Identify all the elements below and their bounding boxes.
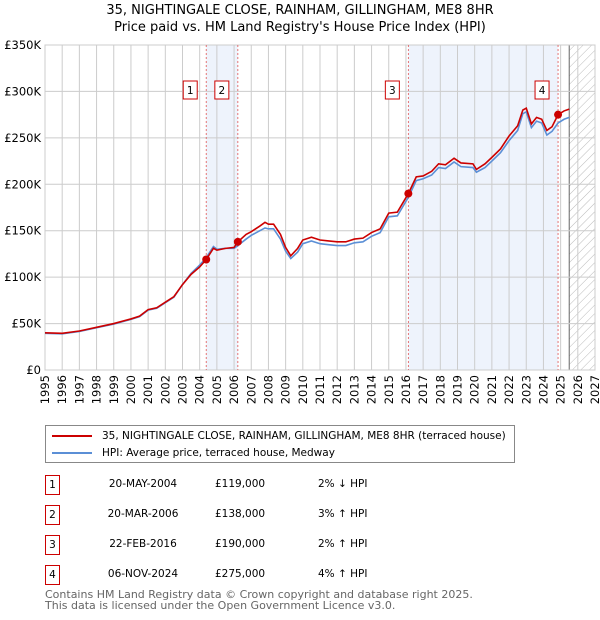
y-tick-label: £200K: [4, 177, 41, 191]
sale-number: 1: [45, 475, 60, 495]
x-tick-label: 2015: [382, 375, 396, 404]
sale-price: £190,000: [215, 538, 266, 550]
legend-label: 35, NIGHTINGALE CLOSE, RAINHAM, GILLINGH…: [102, 430, 506, 442]
x-tick-label: 2027: [588, 375, 600, 404]
x-tick-label: 2016: [399, 375, 413, 404]
x-tick-label: 2003: [176, 375, 190, 404]
x-tick-label: 2008: [261, 375, 275, 404]
sale-row: 3 22-FEB-2016 £190,000 2% ↑ HPI: [45, 535, 545, 555]
sale-hpi-diff: 2% ↑ HPI: [318, 538, 368, 550]
sale-label-box: [534, 80, 550, 100]
sale-row: 4 06-NOV-2024 £275,000 4% ↑ HPI: [45, 565, 545, 585]
x-tick-label: 2026: [571, 375, 585, 404]
sale-price: £119,000: [215, 478, 266, 490]
y-tick-label: £150K: [4, 224, 41, 238]
footer-line: This data is licensed under the Open Gov…: [45, 599, 396, 612]
plot-border: [44, 44, 596, 371]
x-tick-label: 2001: [141, 375, 155, 404]
chart-subtitle: Price paid vs. HM Land Registry's House …: [114, 20, 486, 35]
blue-line-swatch: [52, 452, 92, 454]
x-tick-label: 2023: [519, 375, 533, 404]
sale-number: 3: [45, 535, 60, 555]
x-tick-label: 1999: [107, 375, 121, 404]
x-tick-label: 2002: [158, 375, 172, 404]
sale-label: 4: [539, 85, 546, 97]
x-tick-label: 2021: [485, 375, 499, 404]
sale-price: £138,000: [215, 508, 266, 520]
sale-number: 2: [45, 505, 60, 525]
sale-hpi-diff: 2% ↓ HPI: [318, 478, 368, 490]
sale-label-box: [182, 80, 198, 100]
y-tick-label: £250K: [4, 131, 41, 145]
sale-date: 06-NOV-2024: [107, 568, 179, 580]
x-tick-label: 2024: [536, 375, 550, 404]
legend-label: HPI: Average price, terraced house, Medw…: [102, 447, 335, 459]
sale-date: 22-FEB-2016: [109, 538, 177, 550]
legend: 35, NIGHTINGALE CLOSE, RAINHAM, GILLINGH…: [45, 425, 515, 463]
x-tick-label: 2000: [124, 375, 138, 404]
sale-point: [233, 237, 242, 246]
x-tick-label: 2019: [451, 375, 465, 404]
x-tick-label: 2007: [244, 375, 258, 404]
sale-label-box: [384, 80, 400, 100]
legend-item-property: 35, NIGHTINGALE CLOSE, RAINHAM, GILLINGH…: [46, 428, 506, 444]
y-tick-label: £0: [26, 363, 41, 377]
sale-hpi-diff: 3% ↑ HPI: [318, 508, 368, 520]
sale-label: 3: [389, 85, 396, 97]
x-tick-label: 2025: [554, 375, 568, 404]
x-tick-label: 2022: [502, 375, 516, 404]
sale-number: 4: [45, 565, 60, 585]
shaded-period: [408, 45, 559, 370]
x-tick-label: 2013: [347, 375, 361, 404]
sale-date: 20-MAR-2006: [107, 508, 179, 520]
sale-date: 20-MAY-2004: [108, 478, 178, 490]
sale-point: [404, 189, 413, 198]
sale-label: 2: [219, 85, 226, 97]
x-tick-label: 2018: [433, 375, 447, 404]
x-tick-label: 2012: [330, 375, 344, 404]
sale-row: 2 20-MAR-2006 £138,000 3% ↑ HPI: [45, 505, 545, 525]
x-tick-label: 2009: [279, 375, 293, 404]
x-tick-label: 2014: [365, 375, 379, 404]
x-tick-label: 2006: [227, 375, 241, 404]
chart-title: 35, NIGHTINGALE CLOSE, RAINHAM, GILLINGH…: [106, 3, 494, 18]
x-tick-label: 1996: [55, 375, 69, 404]
property-price-line: [44, 106, 570, 335]
sale-price: £275,000: [215, 568, 266, 580]
x-tick-label: 1995: [38, 375, 52, 404]
price-chart: 1995 1996 1997 1998 1999 2000 2001 2002 2003 2004…: [4, 38, 600, 404]
x-tick-label: 2005: [210, 375, 224, 404]
sale-label-box: [214, 80, 230, 100]
x-tick-label: 2017: [416, 375, 430, 404]
x-tick-label: 2020: [468, 375, 482, 404]
legend-item-hpi: HPI: Average price, terraced house, Medw…: [46, 445, 335, 461]
y-tick-label: £100K: [4, 270, 41, 284]
forecast-hatch: [569, 45, 595, 370]
footer: Contains HM Land Registry data © Crown c…: [45, 589, 473, 611]
footer-line: Contains HM Land Registry data © Crown c…: [45, 588, 473, 601]
x-tick-label: 1997: [72, 375, 86, 404]
x-tick-label: 1998: [90, 375, 104, 404]
red-line-swatch: [52, 435, 92, 437]
y-tick-label: £350K: [4, 38, 41, 52]
x-tick-label: 2011: [313, 375, 327, 404]
sale-point: [554, 110, 563, 119]
sale-label: 1: [187, 85, 194, 97]
sale-row: 1 20-MAY-2004 £119,000 2% ↓ HPI: [45, 475, 545, 495]
sale-point: [202, 255, 211, 264]
y-tick-label: £300K: [4, 84, 41, 98]
sale-hpi-diff: 4% ↑ HPI: [318, 568, 368, 580]
x-tick-label: 2010: [296, 375, 310, 404]
y-tick-label: £50K: [12, 317, 42, 331]
x-tick-label: 2004: [193, 375, 207, 404]
